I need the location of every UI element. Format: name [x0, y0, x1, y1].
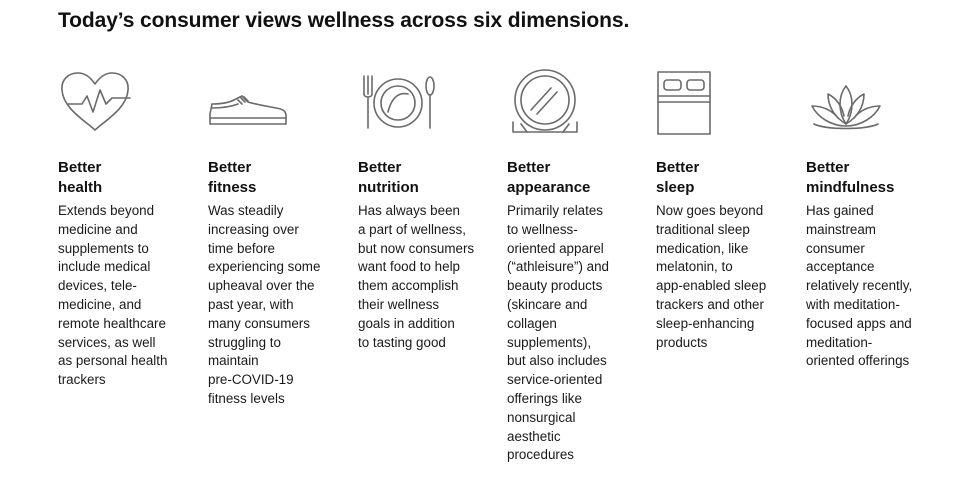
- dimension-description: Extends beyond medicine and supplements …: [58, 203, 168, 388]
- lotus-icon: [806, 66, 886, 138]
- dimension-heading: Better nutrition: [358, 159, 419, 196]
- mirror-icon: [507, 66, 587, 138]
- plate-cutlery-icon: [358, 66, 438, 138]
- dimension-description: Has always been a part of wellness, but …: [358, 203, 475, 350]
- dimension-mindfulness: Better mindfulness Has gained mainstream…: [806, 66, 954, 371]
- dimension-heading: Better appearance: [507, 159, 591, 196]
- dimension-appearance: Better appearance Primarily relates to w…: [507, 66, 655, 465]
- heart-pulse-icon: [58, 66, 138, 138]
- sneaker-icon: [208, 66, 288, 138]
- dimension-sleep: Better sleep Now goes beyond traditional…: [656, 66, 804, 352]
- page-title: Today’s consumer views wellness across s…: [58, 9, 630, 32]
- dimension-heading: Better fitness: [208, 159, 257, 196]
- dimension-description: Was steadily increasing over time before…: [208, 203, 321, 406]
- dimension-fitness: Better fitness Was steadily increasing o…: [208, 66, 356, 409]
- dimension-description: Primarily relates to wellness- oriented …: [507, 203, 609, 463]
- dimension-description: Now goes beyond traditional sleep medica…: [656, 203, 767, 350]
- dimension-description: Has gained mainstream consumer acceptanc…: [806, 203, 913, 369]
- dimension-heading: Better health: [58, 159, 103, 196]
- dimension-nutrition: Better nutrition Has always been a part …: [358, 66, 506, 352]
- bed-icon: [656, 66, 736, 138]
- dimension-heading: Better mindfulness: [806, 159, 895, 196]
- dimension-health: Better health Extends beyond medicine an…: [58, 66, 206, 390]
- dimension-heading: Better sleep: [656, 159, 700, 196]
